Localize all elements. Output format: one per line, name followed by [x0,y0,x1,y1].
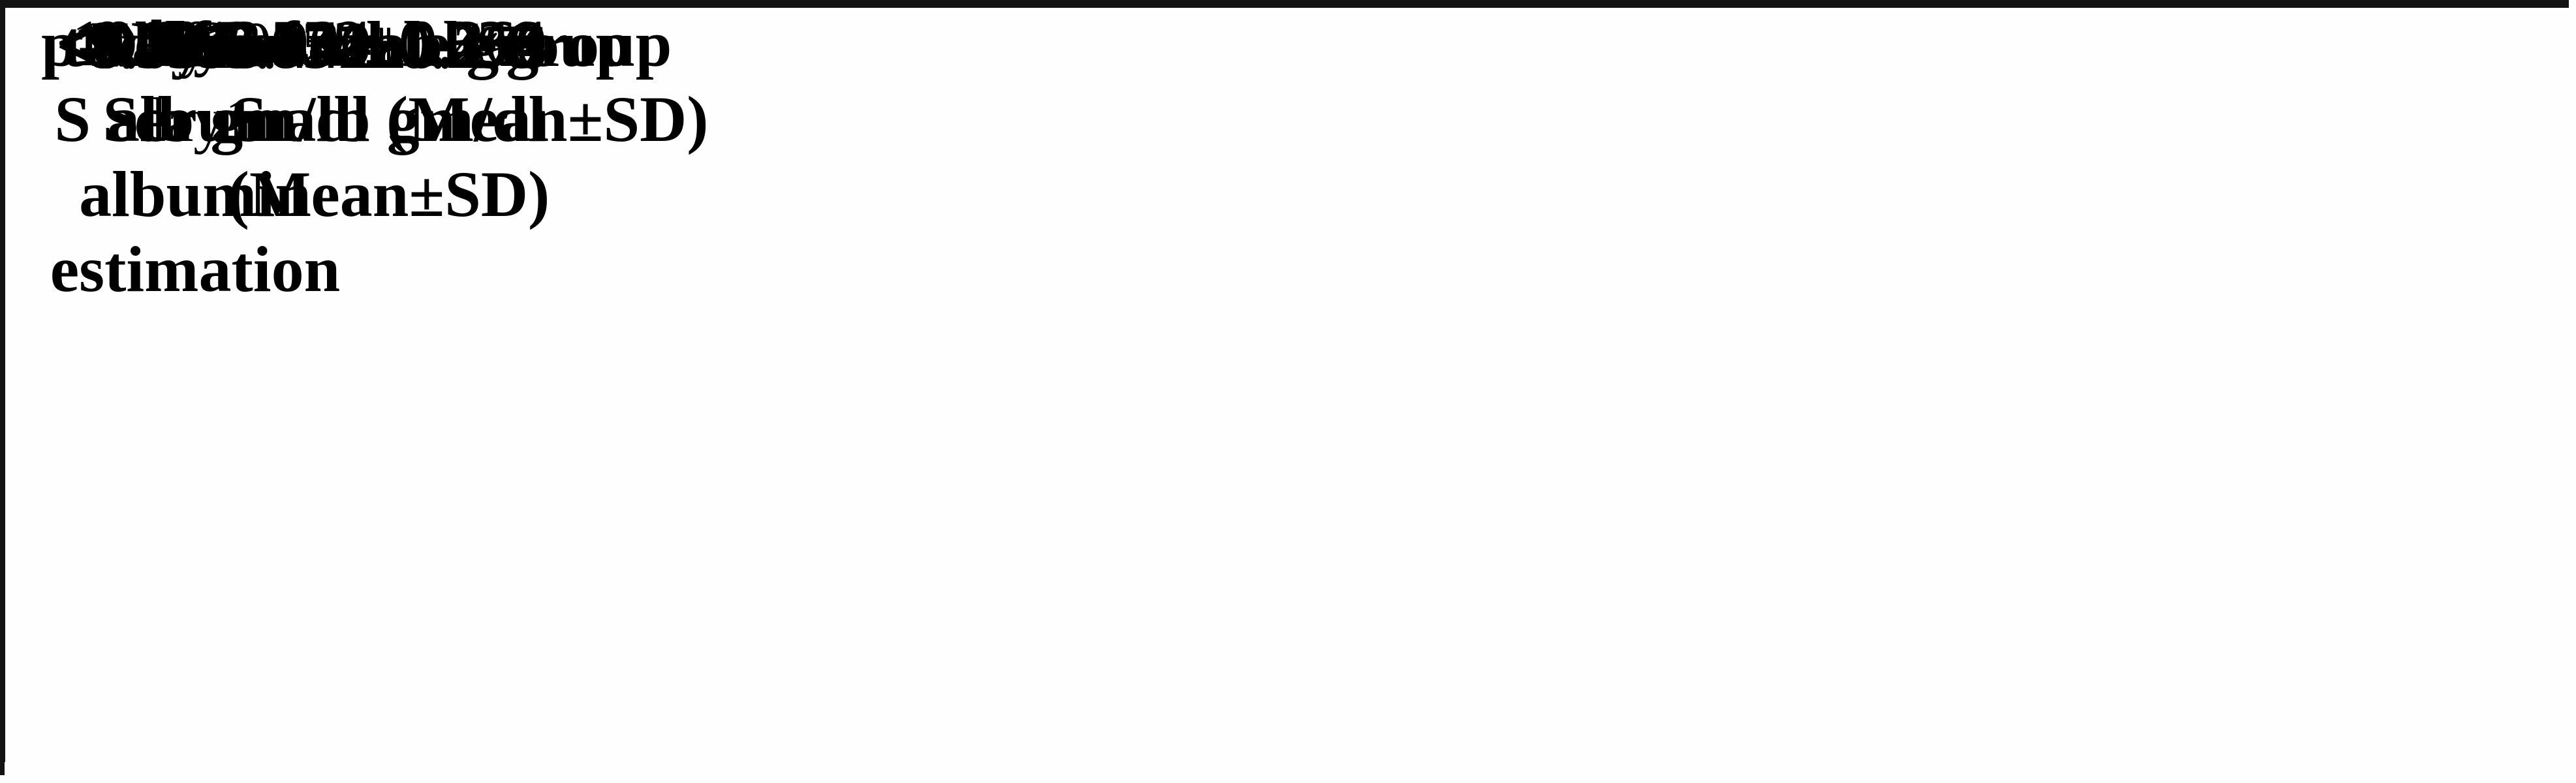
header-days-line1: Days of [91,8,300,80]
header-cell-pvalue: p-value [0,0,289,311]
cell-day3-pvalue: <0.001 [56,8,233,78]
header-pvalue-label: p-value [41,8,248,80]
cell-day10-favourable: 3.524±0.339 [223,8,540,79]
table-right-border [0,0,5,762]
header-days-line2: Serum [102,83,288,155]
cell-day5-unfavourable: 2.934±0.364 [230,7,547,77]
header-cell-days: Days of Serum albumin estimation [0,0,390,311]
cell-day1-unfavourable: 3.442±0.276 [230,12,547,82]
cell-day10-unfavourable: 2.800±0.414 [230,8,547,79]
header-tvalue-label: t-value [61,8,255,80]
cell-day3-label: day3 [134,8,256,78]
cell-day5-pvalue: <0.001 [56,7,233,77]
header-cell-unfavourable: Unfavourable group S alb gm/dl (Mean±SD) [0,0,777,311]
header-unfavourable-line3: (Mean±SD) [227,158,550,230]
cell-day5-tvalue: 10.905 [72,7,244,77]
cell-day3-favourable: 3.632±0.336 [223,8,540,78]
cell-day3-unfavourable: 3.144±0.260 [230,8,547,78]
header-days-line3: albumin [79,158,311,230]
cell-day1-favourable: 3.857±0.295 [223,12,540,82]
cell-day1-label: day1 [134,85,256,155]
cell-day10-pvalue: <0.001 [56,8,233,79]
header-cell-tvalue: t-value [0,0,316,311]
cell-day1-pvalue: <0.001 [56,12,233,82]
header-favourable-line2: S alb gm/dl (Mean±SD) [54,83,709,155]
cell-day1-tvalue: 8.555 [87,12,228,82]
header-unfavourable-line1: Unfavourable group [105,8,672,80]
header-days-line4: estimation [50,233,341,305]
table-bottom-border [0,0,2569,8]
header-unfavourable-line2: S alb gm/dl [230,83,547,155]
cell-day3-tvalue: 9.129 [87,8,228,78]
cell-day5-favourable: 3.558±0.336 [223,7,540,77]
cell-day10-tvalue: 12.114 [72,8,243,79]
header-cell-favourable: Favourable group S alb gm/dl (Mean±SD) [0,0,763,311]
header-favourable-line1: Favourable group [131,8,632,80]
cell-day5-label: day5 [134,7,256,77]
cell-day10-label: day10 [118,8,272,79]
